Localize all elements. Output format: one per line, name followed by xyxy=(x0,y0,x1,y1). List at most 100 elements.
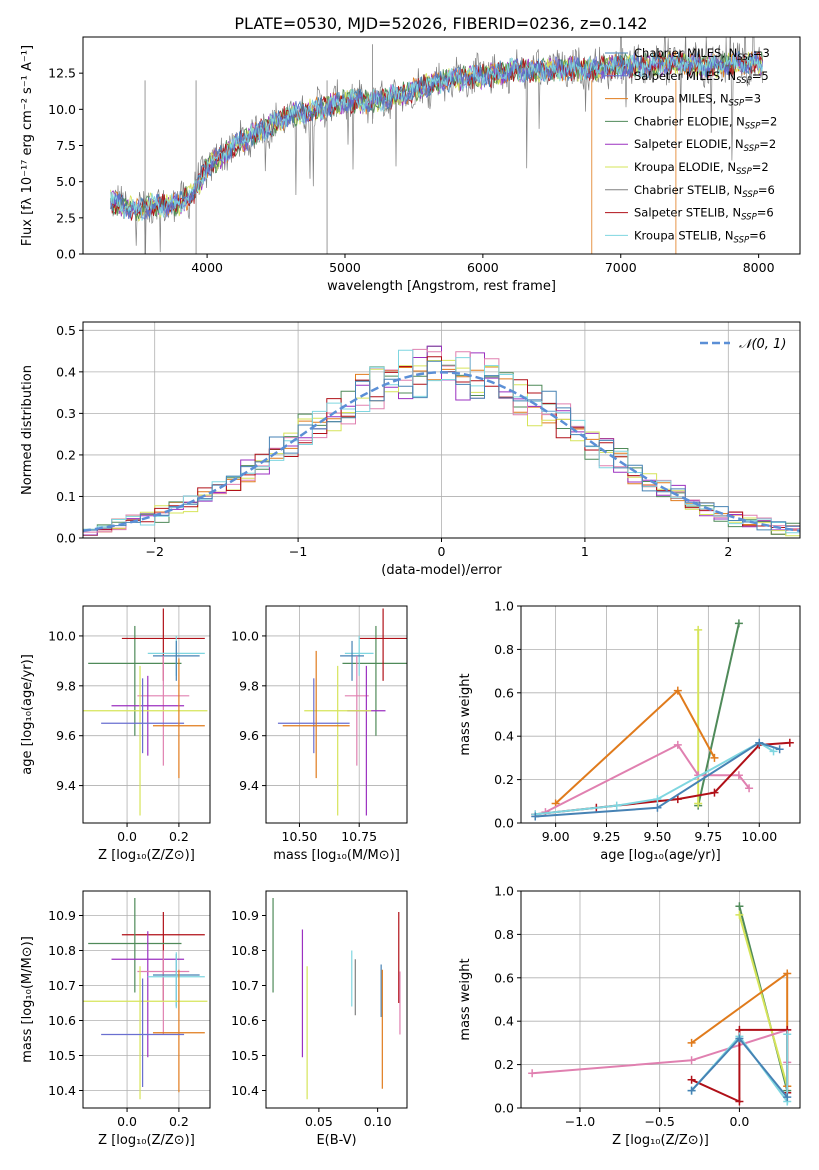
x-tick-label: 10.00 xyxy=(741,829,777,844)
axes-frame xyxy=(82,605,211,824)
y-tick-label: 9.6 xyxy=(239,728,259,743)
x-tick-label: 9.50 xyxy=(644,829,672,844)
y-tick-label: 2.5 xyxy=(56,210,76,225)
x-axis-label: Z [log₁₀(Z/Z⊙)] xyxy=(98,1133,195,1148)
x-tick-label: 6000 xyxy=(467,260,499,275)
mass-weight-line xyxy=(535,741,780,818)
y-tick-label: 9.6 xyxy=(56,728,76,743)
y-tick-label: 0.6 xyxy=(494,685,514,700)
legend-label-main: Kroupa ELODIE, N xyxy=(634,160,736,174)
y-tick-label: 0.2 xyxy=(494,1057,514,1072)
legend-label: 𝒩(0, 1) xyxy=(739,337,786,352)
y-tick-label: 10.7 xyxy=(48,978,76,993)
legend-label-sub: SSP xyxy=(734,235,750,245)
y-tick-label: 0.1 xyxy=(56,489,76,504)
x-tick-label: 9.75 xyxy=(694,829,722,844)
point-marker xyxy=(612,801,621,810)
x-tick-label: 0.0 xyxy=(117,1114,137,1129)
x-tick-label: −1.0 xyxy=(565,1114,595,1129)
x-tick-label: 0 xyxy=(438,544,446,559)
legend-label-tail: =2 xyxy=(759,137,776,151)
x-axis-label: age [log₁₀(age/yr)] xyxy=(600,848,721,863)
figure-title: PLATE=0530, MJD=52026, FIBERID=0236, z=0… xyxy=(234,14,647,33)
panel-mass-vs-ebv: 0.05 0.10 10.4 10.5 10.6 10.7 10.8 10.9 E(B-V) xyxy=(231,890,408,1148)
point-marker xyxy=(687,1075,696,1084)
x-tick-label: 0.05 xyxy=(305,1114,333,1129)
point-marker xyxy=(775,745,784,754)
y-tick-label: 0.4 xyxy=(494,729,514,744)
y-tick-label: 10.5 xyxy=(48,1048,76,1063)
y-tick-label: 0.8 xyxy=(494,642,514,657)
legend-label: Salpeter ELODIE, NSSP=2 xyxy=(634,137,776,154)
x-tick-label: 9.25 xyxy=(593,829,621,844)
point-marker xyxy=(783,1030,792,1039)
residual-histogram xyxy=(83,349,800,535)
x-tick-label: 0.0 xyxy=(729,1114,749,1129)
axes-frame xyxy=(265,605,408,824)
legend-label-sub: SSP xyxy=(741,213,757,223)
legend-label-main: Kroupa MILES, N xyxy=(634,92,729,106)
legend-label-main: Chabrier STELIB, N xyxy=(634,183,742,197)
point-marker xyxy=(710,788,719,797)
y-tick-label: 12.5 xyxy=(48,66,76,81)
y-tick-label: 10.8 xyxy=(48,943,76,958)
point-marker xyxy=(673,686,682,695)
point-marker xyxy=(735,910,744,919)
y-tick-label: 10.9 xyxy=(48,908,76,923)
x-axis-label: wavelength [Angstrom, rest frame] xyxy=(327,279,556,294)
spectrum-series-line xyxy=(110,52,763,221)
legend-label: Salpeter MILES, NSSP=5 xyxy=(634,69,769,86)
x-tick-label: 0.2 xyxy=(169,1114,189,1129)
y-tick-label: 5.0 xyxy=(56,174,76,189)
y-tick-label: 0.0 xyxy=(56,531,76,546)
x-tick-label: 0.2 xyxy=(169,829,189,844)
panel-age-vs-mass: 10.50 10.75 9.4 9.6 9.8 10.0 mass [log₁₀(M/M⊙)… xyxy=(231,605,408,863)
legend-label-main: Salpeter MILES, N xyxy=(634,69,736,83)
y-tick-label: 1.0 xyxy=(494,884,514,899)
y-tick-label: 0.4 xyxy=(494,1014,514,1029)
legend-label-tail: =6 xyxy=(757,206,774,220)
line-plot-area xyxy=(531,619,794,821)
y-tick-label: 9.8 xyxy=(56,678,76,693)
y-tick-label: 10.8 xyxy=(231,943,259,958)
errorbar-plot-area xyxy=(277,608,407,816)
x-tick-label: 1 xyxy=(581,544,589,559)
y-tick-label: 10.5 xyxy=(231,1048,259,1063)
y-tick-label: 10.4 xyxy=(231,1083,259,1098)
y-tick-label: 0.4 xyxy=(56,364,76,379)
spectrum-series-line xyxy=(110,50,763,221)
point-marker xyxy=(783,969,792,978)
point-marker xyxy=(531,812,540,821)
y-tick-label: 9.8 xyxy=(239,678,259,693)
x-tick-label: 10.50 xyxy=(282,829,318,844)
x-tick-label: 9.00 xyxy=(542,829,570,844)
point-marker xyxy=(785,738,794,747)
panel-mass-vs-Z: 0.0 0.2 10.4 10.5 10.6 10.7 10.8 10.9 Z [log₁₀(Z… xyxy=(20,890,211,1148)
point-marker xyxy=(694,625,703,634)
y-tick-label: 0.3 xyxy=(56,406,76,421)
legend-label: Chabrier STELIB, NSSP=6 xyxy=(634,183,775,200)
x-axis-label: mass [log₁₀(M/M⊙)] xyxy=(273,848,400,863)
legend-label: Kroupa STELIB, NSSP=6 xyxy=(634,228,766,245)
panel-age-vs-Z: 0.0 0.2 9.4 9.6 9.8 10.0 Z [log₁₀(Z/Z⊙)] age [l… xyxy=(20,605,211,863)
legend-label-sub: SSP xyxy=(744,144,760,154)
errorbar-plot-area xyxy=(83,898,208,1100)
point-marker xyxy=(528,1069,537,1078)
spectrum-plot-area xyxy=(110,37,763,254)
y-axis-label: Normed distribution xyxy=(20,365,35,495)
x-tick-label: 2 xyxy=(724,544,732,559)
x-tick-label: 5000 xyxy=(329,260,361,275)
axes-frame xyxy=(520,890,801,1109)
y-tick-label: 10.6 xyxy=(231,1013,259,1028)
panel-spectrum: 4000 5000 6000 7000 8000 0.0 2.5 5.0 7.5 10.0 12.5… xyxy=(20,36,801,294)
legend-label-tail: =6 xyxy=(749,228,766,242)
x-axis-label: Z [log₁₀(Z/Z⊙)] xyxy=(612,1133,709,1148)
point-marker xyxy=(755,738,764,747)
x-tick-label: −0.5 xyxy=(645,1114,675,1129)
normal-curve xyxy=(83,371,800,532)
y-tick-label: 10.0 xyxy=(48,102,76,117)
y-tick-label: 0.0 xyxy=(494,816,514,831)
point-marker xyxy=(673,795,682,804)
legend-label-tail: =3 xyxy=(744,92,761,106)
